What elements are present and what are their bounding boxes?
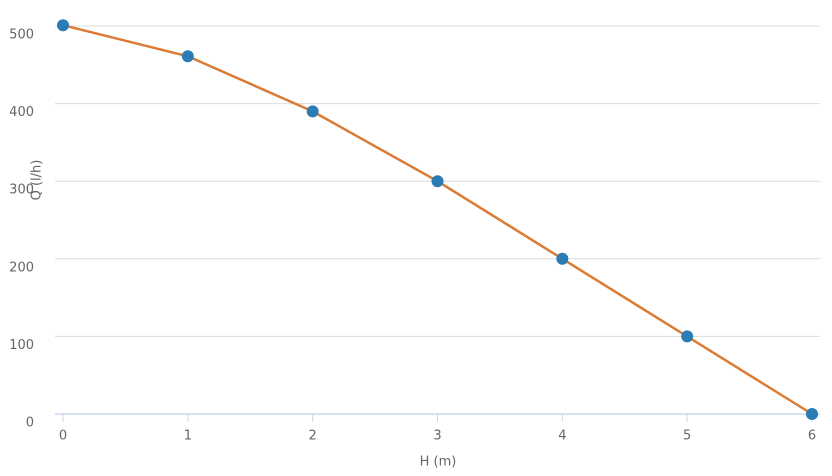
x-tick-label: 4: [558, 429, 566, 444]
data-point: [431, 175, 444, 188]
data-point: [306, 105, 319, 118]
y-tick-label: 0: [26, 416, 34, 431]
y-tick-label: 500: [9, 28, 34, 43]
data-point: [681, 330, 694, 343]
y-axis-label: Q (l/h): [30, 160, 45, 201]
x-tick-label: 2: [309, 429, 317, 444]
data-point: [806, 408, 818, 420]
series-line: [62, 24, 813, 416]
x-tick-label: 0: [59, 429, 67, 444]
x-tick-label: 3: [433, 429, 441, 444]
x-axis-label: H (m): [420, 455, 457, 470]
y-tick-label: 400: [9, 105, 34, 120]
x-tick-label: 6: [808, 429, 816, 444]
y-tick-label: 100: [9, 338, 34, 353]
y-tick-label: 300: [9, 183, 34, 198]
data-point: [181, 50, 194, 63]
data-point: [556, 252, 569, 265]
x-tick-label: 5: [683, 429, 691, 444]
x-tick-label: 1: [184, 429, 192, 444]
y-tick-label: 200: [9, 260, 34, 275]
data-point: [57, 19, 69, 32]
